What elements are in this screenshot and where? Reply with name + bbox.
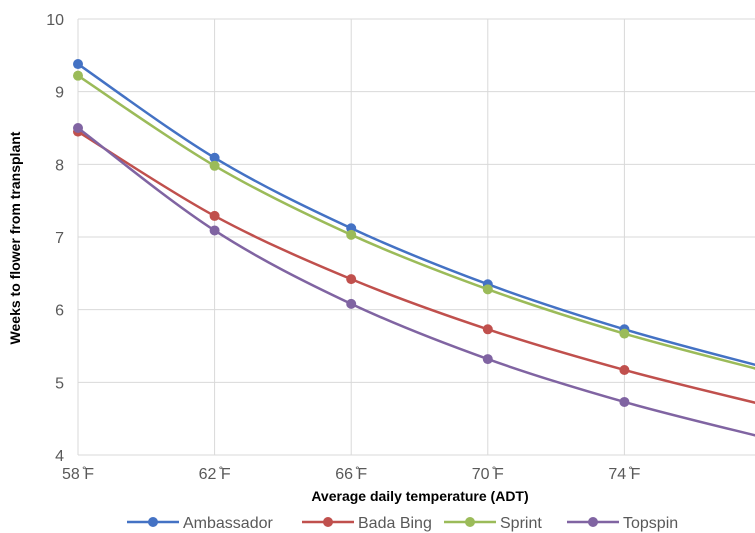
series-line-topspin xyxy=(77,127,755,437)
grid xyxy=(77,18,755,456)
x-axis-title: Average daily temperature (ADT) xyxy=(311,488,528,504)
x-tick-label: 58 ̊F xyxy=(62,466,94,483)
series-sprint xyxy=(73,70,755,370)
series-ambassador xyxy=(73,59,755,367)
data-point-ambassador xyxy=(209,152,220,163)
y-axis-title: Weeks to flower from transplant xyxy=(7,131,23,344)
legend-item-sprint: Sprint xyxy=(444,515,542,532)
y-tick-label: 7 xyxy=(55,230,64,247)
data-point-topspin xyxy=(73,123,83,133)
legend-item-bada-bing: Bada Bing xyxy=(302,515,432,532)
data-point-sprint xyxy=(482,284,493,295)
data-point-ambassador xyxy=(73,59,83,70)
legend-label-sprint: Sprint xyxy=(500,515,542,532)
series-bada-bing xyxy=(73,126,755,404)
x-axis-ticks: 58 ̊F 62 ̊F 66 ̊F 70 ̊F 74 ̊F xyxy=(62,466,641,483)
y-tick-label: 4 xyxy=(55,448,64,465)
data-point-bada-bing xyxy=(346,274,357,285)
y-tick-label: 8 xyxy=(55,157,64,174)
data-point-topspin xyxy=(346,298,357,309)
legend-item-ambassador: Ambassador xyxy=(127,515,273,532)
series-line-sprint xyxy=(77,74,755,370)
x-tick-label: 66 ̊F xyxy=(335,466,367,483)
x-tick-label: 62 ̊F xyxy=(199,466,231,483)
legend-item-topspin: Topspin xyxy=(567,515,678,532)
data-point-sprint xyxy=(346,229,357,240)
legend: Ambassador Bada Bing Sprint Topspin xyxy=(127,515,678,532)
data-point-bada-bing xyxy=(482,324,493,335)
legend-marker-sprint xyxy=(465,517,475,527)
series-topspin xyxy=(73,123,755,437)
legend-label-ambassador: Ambassador xyxy=(183,515,273,532)
y-tick-label: 10 xyxy=(46,12,64,29)
series-group xyxy=(73,59,755,437)
data-point-topspin xyxy=(482,354,493,365)
x-tick-label: 74 ̊F xyxy=(608,466,640,483)
series-line-bada-bing xyxy=(77,130,755,404)
y-tick-label: 9 xyxy=(55,85,64,102)
data-point-sprint xyxy=(619,328,630,339)
series-line-ambassador xyxy=(77,63,755,367)
data-point-sprint xyxy=(73,70,83,81)
legend-label-topspin: Topspin xyxy=(623,515,678,532)
legend-marker-ambassador xyxy=(148,517,158,527)
legend-marker-bada-bing xyxy=(323,517,333,527)
y-axis-ticks: 4 5 6 7 8 9 10 xyxy=(46,12,64,465)
data-point-bada-bing xyxy=(209,210,220,221)
y-tick-label: 6 xyxy=(55,303,64,320)
legend-marker-topspin xyxy=(588,517,598,527)
data-point-topspin xyxy=(619,396,630,407)
x-tick-label: 70 ̊F xyxy=(472,466,504,483)
data-point-sprint xyxy=(209,160,220,171)
y-tick-label: 5 xyxy=(55,375,64,392)
data-point-bada-bing xyxy=(619,364,630,375)
data-point-topspin xyxy=(209,225,220,236)
legend-label-bada-bing: Bada Bing xyxy=(358,515,432,532)
